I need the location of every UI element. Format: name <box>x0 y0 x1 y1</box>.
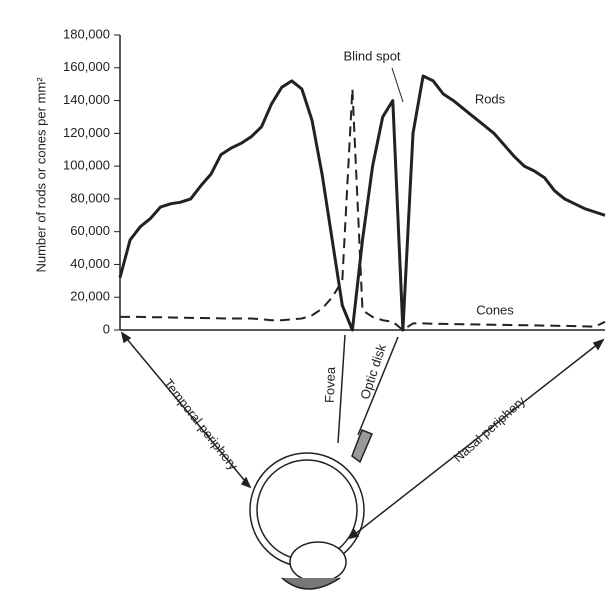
series-line <box>120 76 605 330</box>
annotation: Blind spot <box>343 48 400 63</box>
y-tick-label: 140,000 <box>63 92 110 107</box>
eye-diagram <box>122 333 603 589</box>
chart: Number of rods or cones per mm² Blind sp… <box>0 0 613 605</box>
annotation: Temporal periphery <box>161 376 242 473</box>
y-tick-label: 120,000 <box>63 125 110 140</box>
annotation: Cones <box>476 302 514 317</box>
y-tick-label: 160,000 <box>63 59 110 74</box>
y-tick-label: 100,000 <box>63 158 110 173</box>
y-tick-label: 180,000 <box>63 26 110 41</box>
series-line <box>120 89 605 330</box>
annotation: Fovea <box>322 366 338 403</box>
y-tick-label: 0 <box>103 321 110 336</box>
y-tick-label: 80,000 <box>70 190 110 205</box>
y-tick-label: 60,000 <box>70 223 110 238</box>
y-tick-label: 20,000 <box>70 289 110 304</box>
y-axis-label: Number of rods or cones per mm² <box>33 77 48 273</box>
y-tick-label: 40,000 <box>70 256 110 271</box>
annotation: Rods <box>475 91 506 106</box>
annotation-pointer <box>392 68 403 102</box>
